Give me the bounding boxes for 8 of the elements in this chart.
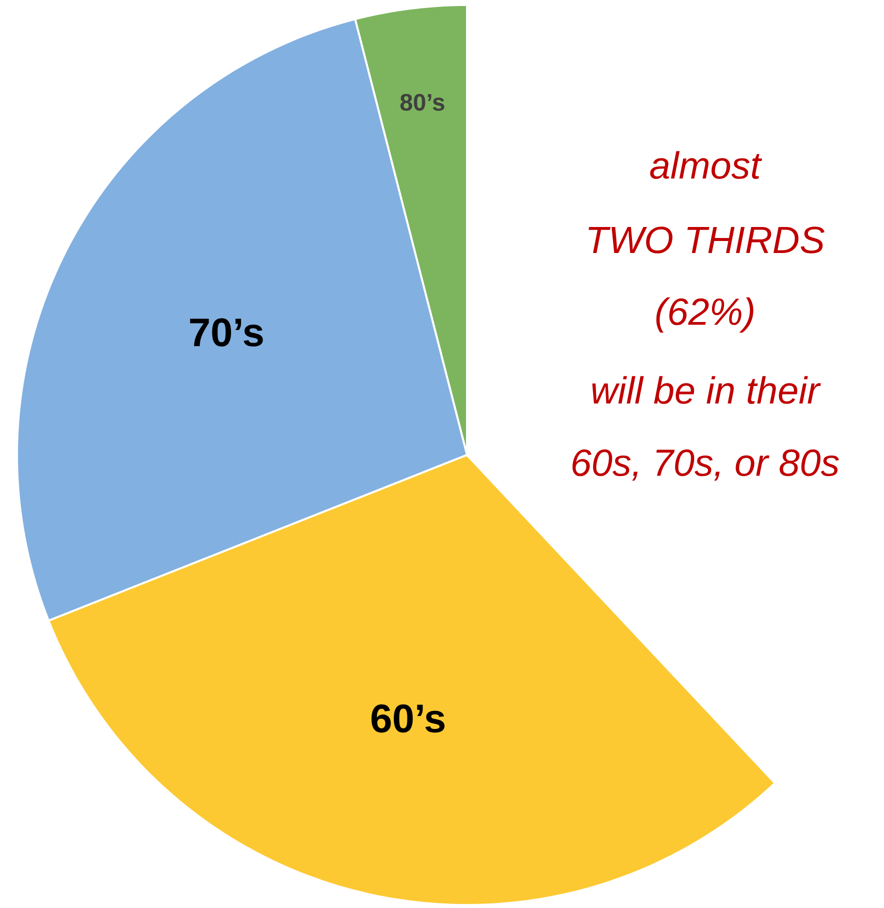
- text: TWO THIRDS: [588, 226, 824, 254]
- text: (62%): [656, 297, 754, 333]
- slice-label: 80’s: [400, 94, 444, 111]
- slice-label: 70’s: [190, 318, 263, 347]
- slice-label: 60’s: [372, 704, 445, 733]
- text: will be in their: [592, 376, 821, 404]
- text: almost: [650, 151, 762, 179]
- text: 60s, 70s, or 80s: [572, 449, 839, 481]
